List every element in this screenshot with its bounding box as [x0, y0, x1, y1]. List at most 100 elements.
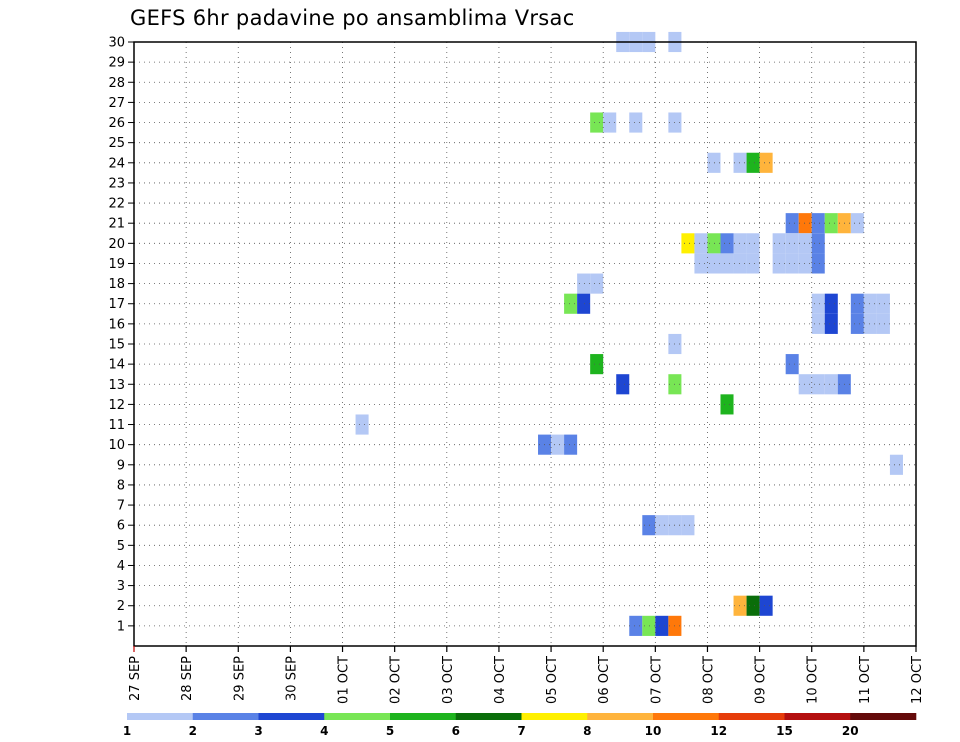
precip-cell — [811, 213, 825, 234]
precip-cell — [850, 293, 864, 314]
y-tick-label: 5 — [117, 539, 125, 554]
precip-cell — [811, 253, 825, 274]
precip-cell — [577, 273, 591, 294]
y-tick-label: 29 — [108, 56, 125, 71]
y-tick-label: 2 — [117, 599, 125, 614]
colorbar-swatch — [192, 713, 259, 720]
precip-cell — [720, 253, 734, 274]
precip-cell — [785, 213, 799, 234]
precip-cell — [733, 152, 747, 173]
precip-cell — [798, 213, 812, 234]
colorbar-label: 12 — [710, 724, 727, 738]
y-axis: 1234567891011121314151617181920212223242… — [108, 36, 134, 634]
precip-cell — [759, 595, 773, 616]
precip-cell — [733, 233, 747, 254]
precip-cell — [889, 454, 903, 475]
y-tick-label: 12 — [108, 398, 125, 413]
colorbar-label: 10 — [645, 724, 662, 738]
y-tick-label: 14 — [108, 358, 125, 373]
precip-cell — [811, 293, 825, 314]
x-tick-label: 03 OCT — [441, 656, 456, 704]
y-tick-label: 24 — [108, 156, 125, 171]
y-tick-label: 18 — [108, 277, 125, 292]
y-tick-label: 3 — [117, 579, 125, 594]
colorbar-label: 20 — [842, 724, 859, 738]
precip-cell — [759, 152, 773, 173]
colorbar-label: 15 — [776, 724, 793, 738]
colorbar-label: 8 — [583, 724, 591, 738]
x-tick-label: 04 OCT — [493, 656, 508, 704]
y-tick-label: 9 — [117, 458, 125, 473]
y-tick-label: 22 — [108, 197, 125, 212]
colorbar-label: 2 — [189, 724, 197, 738]
precip-cell — [850, 213, 864, 234]
colorbar-swatch — [587, 713, 654, 720]
y-tick-label: 16 — [108, 317, 125, 332]
precip-cell — [720, 394, 734, 415]
x-tick-label: 27 SEP — [128, 656, 143, 701]
precip-cell — [590, 273, 604, 294]
y-tick-label: 4 — [117, 559, 125, 574]
precip-cell — [564, 434, 578, 455]
y-tick-label: 7 — [117, 499, 125, 514]
x-tick-label: 08 OCT — [701, 656, 716, 704]
y-tick-label: 21 — [108, 217, 125, 232]
colorbar: 1 2 3 4 5 6 7 8 10 12 15 20 — [123, 713, 917, 738]
precip-cell — [746, 233, 760, 254]
precip-cell — [590, 354, 604, 375]
precip-cell — [694, 253, 708, 274]
colorbar-swatch — [521, 713, 588, 720]
precip-cell — [850, 313, 864, 334]
y-tick-label: 13 — [108, 378, 125, 393]
precip-cell — [577, 293, 591, 314]
y-tick-label: 20 — [108, 237, 125, 252]
precip-cell — [551, 434, 565, 455]
colorbar-swatch — [127, 713, 194, 720]
precip-cell — [355, 414, 369, 435]
precip-cell — [876, 313, 890, 334]
precip-cell — [785, 253, 799, 274]
x-tick-label: 01 OCT — [337, 656, 352, 704]
precip-cell — [824, 213, 838, 234]
precip-cell — [707, 152, 721, 173]
grid-layer — [134, 42, 916, 646]
precip-cell — [720, 233, 734, 254]
precip-cell — [863, 293, 877, 314]
precip-cell — [707, 253, 721, 274]
x-tick-label: 05 OCT — [545, 656, 560, 704]
y-tick-label: 11 — [108, 418, 125, 433]
x-tick-label: 30 SEP — [284, 656, 299, 701]
colorbar-swatch — [784, 713, 851, 720]
x-tick-label: 09 OCT — [754, 656, 769, 704]
y-tick-label: 27 — [108, 96, 125, 111]
precip-cell — [733, 595, 747, 616]
y-tick-label: 23 — [108, 176, 125, 191]
x-tick-label: 11 OCT — [858, 656, 873, 704]
precip-cell — [785, 233, 799, 254]
y-tick-label: 6 — [117, 519, 125, 534]
precip-cell — [785, 354, 799, 375]
x-axis: 27 SEP 28 SEP 29 SEP 30 SEP 01 OCT 02 OCT 03 O… — [128, 646, 925, 704]
colorbar-label: 7 — [517, 724, 525, 738]
precip-cell — [811, 374, 825, 395]
precip-cell — [694, 233, 708, 254]
y-tick-label: 19 — [108, 257, 125, 272]
precip-cell — [746, 253, 760, 274]
precip-cell — [681, 515, 695, 536]
precip-cell — [863, 313, 877, 334]
y-tick-label: 25 — [108, 136, 125, 151]
precip-cell — [590, 112, 604, 133]
colorbar-swatch — [653, 713, 720, 720]
precip-cell — [733, 253, 747, 274]
colorbar-label: 5 — [386, 724, 394, 738]
colorbar-swatch — [390, 713, 457, 720]
precip-cell — [629, 615, 643, 636]
cells-layer — [355, 31, 903, 636]
colorbar-swatch — [258, 713, 325, 720]
colorbar-swatch — [455, 713, 522, 720]
y-tick-label: 8 — [117, 478, 125, 493]
precip-cell — [876, 293, 890, 314]
precip-cell — [629, 112, 643, 133]
precip-cell — [798, 253, 812, 274]
y-tick-label: 28 — [108, 76, 125, 91]
